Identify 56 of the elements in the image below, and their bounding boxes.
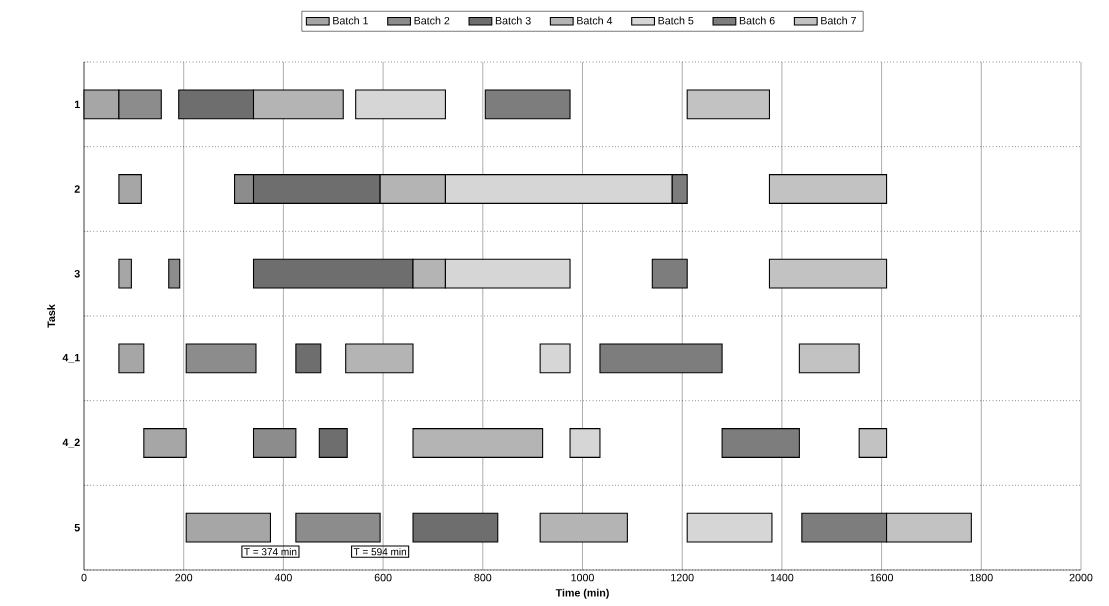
x-axis-title: Time (min) [555, 588, 609, 599]
annotation: T = 594 min [353, 547, 406, 556]
bar [686, 512, 773, 543]
legend-label: Batch 6 [739, 16, 775, 25]
bar [768, 174, 888, 204]
bar [118, 343, 145, 374]
y-tick-label: 4_2 [62, 438, 80, 448]
bar [569, 428, 601, 458]
y-tick-label: 1 [74, 100, 80, 108]
bar [599, 343, 723, 374]
bar [185, 343, 257, 374]
bar [118, 258, 132, 289]
x-tick-label: 600 [374, 573, 392, 582]
bar [798, 343, 860, 374]
x-tick-label: 1400 [770, 573, 794, 582]
x-tick-label: 400 [274, 573, 292, 582]
bar [318, 428, 348, 458]
y-axis-title: Task [47, 304, 56, 328]
x-tick-label: 1600 [870, 573, 894, 582]
bar [412, 428, 544, 458]
bar [185, 512, 271, 543]
legend-label: Batch 4 [577, 16, 613, 25]
bar [252, 428, 297, 458]
bar [168, 258, 181, 289]
bar [539, 512, 628, 543]
bar [768, 258, 888, 289]
bar [651, 258, 688, 289]
annotation: T = 374 min [244, 547, 297, 556]
legend-label: Batch 3 [495, 16, 531, 25]
bar [484, 89, 571, 120]
bar [345, 343, 414, 374]
x-tick-label: 1800 [970, 573, 993, 582]
legend-label: Batch 2 [414, 16, 450, 25]
x-tick-label: 1200 [671, 573, 694, 582]
x-tick-label: 2000 [1069, 573, 1093, 582]
legend-label: Batch 7 [821, 16, 856, 25]
x-tick-label: 800 [474, 573, 492, 582]
x-tick-label: 1000 [571, 573, 594, 582]
legend-label: Batch 5 [658, 16, 694, 25]
bar [355, 89, 446, 120]
y-tick-label: 3 [74, 269, 80, 278]
x-tick-label: 200 [175, 573, 193, 582]
bar [143, 428, 187, 458]
y-tick-label: 4_1 [62, 354, 80, 363]
bar [686, 89, 770, 120]
bar [858, 428, 888, 458]
bar [721, 428, 800, 458]
bar [412, 512, 499, 543]
x-tick-label: 0 [81, 573, 87, 582]
y-tick-label: 5 [74, 523, 80, 532]
y-tick-label: 2 [74, 185, 80, 193]
bar [295, 343, 322, 374]
legend-label: Batch 1 [333, 16, 368, 25]
bar [539, 343, 571, 374]
bar [118, 174, 142, 204]
bar [295, 512, 381, 543]
